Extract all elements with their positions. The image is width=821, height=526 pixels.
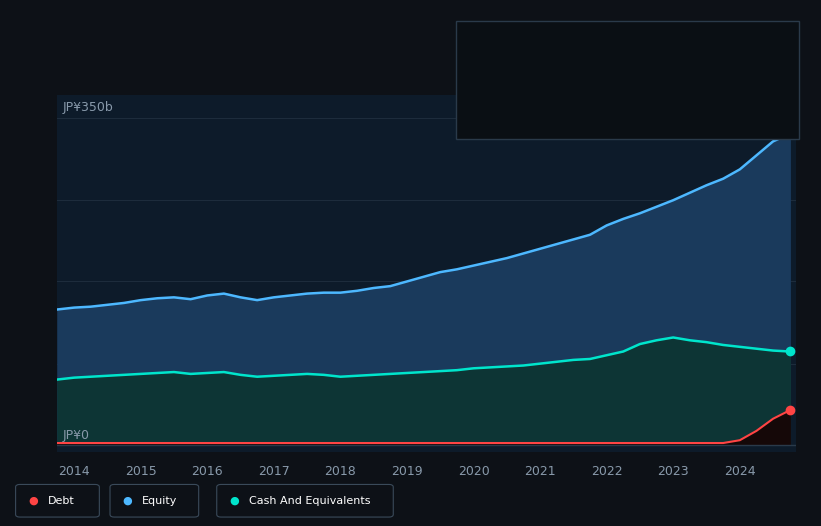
Text: ●: ● (28, 495, 38, 506)
Text: JP¥350b: JP¥350b (62, 102, 112, 114)
Text: 2020: 2020 (457, 466, 489, 479)
Text: ●: ● (229, 495, 239, 506)
Text: 2024: 2024 (724, 466, 755, 479)
Text: 2023: 2023 (658, 466, 689, 479)
Text: 2015: 2015 (125, 466, 157, 479)
Text: JP¥36.917b: JP¥36.917b (627, 54, 702, 67)
Text: 11.1%: 11.1% (627, 104, 668, 117)
Text: 2018: 2018 (324, 466, 356, 479)
Text: ●: ● (122, 495, 132, 506)
Text: JP¥333.008b: JP¥333.008b (627, 83, 710, 96)
Text: 2022: 2022 (591, 466, 622, 479)
Text: 2016: 2016 (191, 466, 223, 479)
Text: Debt/Equity Ratio: Debt/Equity Ratio (668, 104, 777, 117)
Text: JP¥0: JP¥0 (62, 429, 89, 442)
Text: JP¥99.875b: JP¥99.875b (627, 126, 703, 139)
Text: Equity: Equity (466, 83, 503, 96)
Text: Debt: Debt (466, 54, 494, 67)
Text: Cash And Equivalents: Cash And Equivalents (466, 126, 594, 139)
Text: 2017: 2017 (258, 466, 290, 479)
Text: 2021: 2021 (525, 466, 556, 479)
Text: Equity: Equity (142, 495, 177, 506)
Text: Debt: Debt (48, 495, 75, 506)
Text: 2014: 2014 (58, 466, 90, 479)
Text: 2019: 2019 (391, 466, 423, 479)
Text: Sep 30 2024: Sep 30 2024 (466, 31, 553, 44)
Text: Cash And Equivalents: Cash And Equivalents (249, 495, 370, 506)
